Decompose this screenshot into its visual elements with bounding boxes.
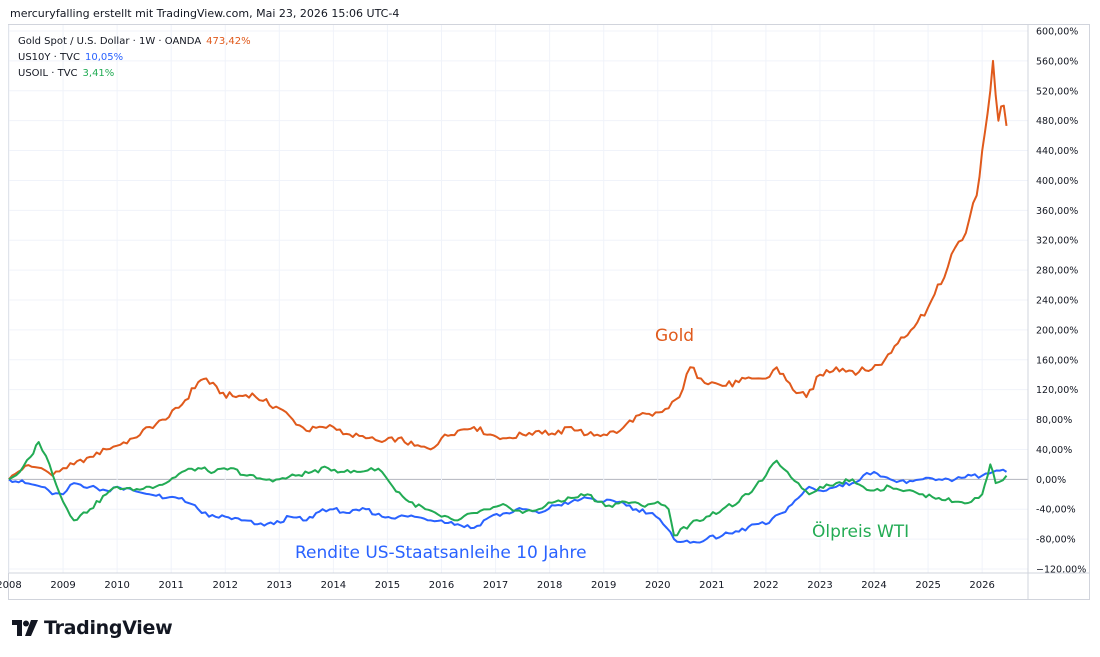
attribution-header: mercuryfalling erstellt mit TradingView.… xyxy=(10,7,400,20)
tradingview-logo-text: TradingView xyxy=(44,617,173,639)
y-tick-label: 440,00% xyxy=(1036,146,1078,157)
x-tick-label: 2010 xyxy=(104,580,129,591)
x-tick-label: 2012 xyxy=(213,580,238,591)
annotation-us10y: Rendite US-Staatsanleihe 10 Jahre xyxy=(295,543,587,563)
legend-label-gold: Gold Spot / U.S. Dollar · 1W · OANDA xyxy=(18,36,202,47)
grid-layer xyxy=(8,25,1028,573)
series-line-gold[interactable] xyxy=(8,59,1008,480)
y-tick-label: 0,00% xyxy=(1036,475,1066,486)
x-tick-label: 2024 xyxy=(861,580,886,591)
y-tick-label: 560,00% xyxy=(1036,56,1078,67)
x-tick-label: 2026 xyxy=(969,580,994,591)
y-tick-label: 520,00% xyxy=(1036,86,1078,97)
legend-row-oil[interactable]: USOIL · TVC 3,41% xyxy=(18,66,251,82)
legend-row-us10y[interactable]: US10Y · TVC 10,05% xyxy=(18,50,251,66)
tradingview-logo-icon xyxy=(12,620,38,636)
annotation-gold: Gold xyxy=(655,326,694,346)
annotation-oil: Ölpreis WTI xyxy=(812,520,909,542)
legend-value-us10y: 10,05% xyxy=(84,52,124,63)
y-tick-label: 320,00% xyxy=(1036,236,1078,247)
x-tick-label: 2011 xyxy=(158,580,183,591)
x-tick-label: 2023 xyxy=(807,580,832,591)
y-tick-label: 480,00% xyxy=(1036,116,1078,127)
annotation-layer: Gold Rendite US-Staatsanleihe 10 Jahre Ö… xyxy=(295,326,909,563)
legend-value-oil: 3,41% xyxy=(82,68,115,79)
chart-legend: Gold Spot / U.S. Dollar · 1W · OANDA 473,… xyxy=(18,34,251,82)
series-line-oil[interactable] xyxy=(8,441,1008,537)
x-axis: 2008 2009 2010 2011 2012 2013 2014 2015 2016 2017… xyxy=(0,572,1089,591)
x-tick-label: 2020 xyxy=(645,580,670,591)
x-tick-label: 2025 xyxy=(915,580,940,591)
series-line-us10y[interactable] xyxy=(8,468,1008,544)
y-tick-label: −120,00% xyxy=(1036,565,1086,576)
series-layer xyxy=(8,59,1008,544)
y-tick-label: 200,00% xyxy=(1036,325,1078,336)
legend-value-gold: 473,42% xyxy=(206,36,251,47)
x-tick-label: 2016 xyxy=(429,580,454,591)
x-tick-label: 2013 xyxy=(267,580,292,591)
y-tick-label: 80,00% xyxy=(1036,415,1072,426)
x-tick-label: 2015 xyxy=(375,580,400,591)
legend-row-gold[interactable]: Gold Spot / U.S. Dollar · 1W · OANDA 473,… xyxy=(18,34,251,50)
y-tick-label: -80,00% xyxy=(1036,535,1076,546)
x-tick-label: 2017 xyxy=(483,580,508,591)
y-tick-label: 400,00% xyxy=(1036,176,1078,187)
y-tick-label: 600,00% xyxy=(1036,27,1078,38)
x-tick-label: 2009 xyxy=(50,580,75,591)
y-tick-label: 40,00% xyxy=(1036,445,1072,456)
x-tick-label: 2008 xyxy=(0,580,22,591)
x-tick-label: 2021 xyxy=(699,580,724,591)
y-tick-label: 360,00% xyxy=(1036,206,1078,217)
x-tick-label: 2019 xyxy=(591,580,616,591)
legend-label-us10y: US10Y · TVC xyxy=(18,52,80,63)
x-tick-label: 2018 xyxy=(537,580,562,591)
tradingview-logo[interactable]: TradingView xyxy=(12,617,173,639)
y-tick-label: 240,00% xyxy=(1036,296,1078,307)
y-tick-label: 160,00% xyxy=(1036,355,1078,366)
x-tick-label: 2022 xyxy=(753,580,778,591)
legend-label-oil: USOIL · TVC xyxy=(18,68,78,79)
y-tick-label: 280,00% xyxy=(1036,266,1078,277)
x-tick-label: 2014 xyxy=(321,580,346,591)
y-tick-label: 120,00% xyxy=(1036,385,1078,396)
y-tick-label: -40,00% xyxy=(1036,505,1076,516)
y-axis: 600,00% 560,00% 520,00% 480,00% 440,00% 400,0… xyxy=(1027,25,1086,599)
